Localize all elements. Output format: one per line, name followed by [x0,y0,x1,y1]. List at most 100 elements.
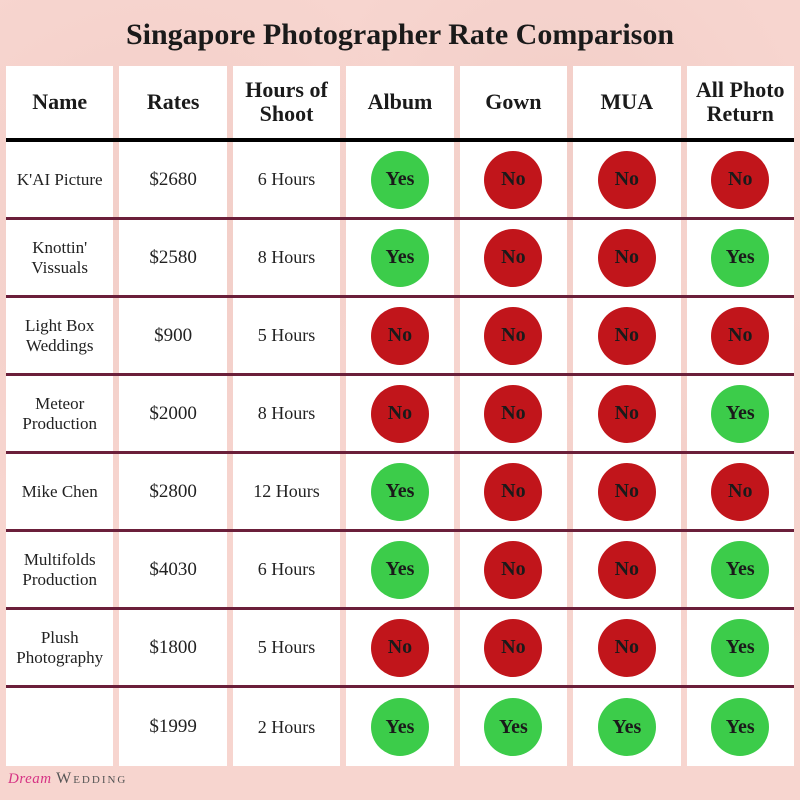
return-cell: Yes [687,532,794,607]
vendor-hours: 5 Hours [233,298,340,373]
return-cell: Yes [687,610,794,685]
vendor-rate: $1800 [119,610,226,685]
col-header-rates: Rates [119,66,226,138]
yes-badge: Yes [711,229,769,287]
album-cell: Yes [346,220,453,295]
logo-script: Dream [8,771,52,787]
gown-cell: No [460,454,567,529]
yes-badge: Yes [711,541,769,599]
vendor-name: Meteor Production [6,376,113,451]
col-header-album: Album [346,66,453,138]
vendor-hours: 8 Hours [233,220,340,295]
no-badge: No [371,307,429,365]
no-badge: No [598,307,656,365]
album-cell: Yes [346,688,453,766]
mua-cell: No [573,610,680,685]
brand-logo: Dream Wedding [8,770,127,788]
page-title: Singapore Photographer Rate Comparison [0,0,800,66]
table-row: $19992 Hours Yes Yes Yes Yes [6,688,794,766]
gown-cell: No [460,220,567,295]
no-badge: No [371,619,429,677]
return-cell: Yes [687,220,794,295]
infographic-container: Singapore Photographer Rate Comparison N… [0,0,800,800]
mua-cell: No [573,454,680,529]
yes-badge: Yes [371,541,429,599]
no-badge: No [484,619,542,677]
vendor-rate: $2680 [119,142,226,217]
return-cell: Yes [687,376,794,451]
mua-cell: No [573,142,680,217]
vendor-rate: $4030 [119,532,226,607]
table-row: Light Box Weddings$9005 Hours No No No No [6,298,794,376]
album-cell: Yes [346,454,453,529]
gown-cell: Yes [460,688,567,766]
table-row: K'AI Picture$26806 Hours Yes No No No [6,142,794,220]
return-cell: No [687,142,794,217]
gown-cell: No [460,298,567,373]
no-badge: No [711,307,769,365]
yes-badge: Yes [371,698,429,756]
no-badge: No [484,463,542,521]
vendor-name: Multifolds Production [6,532,113,607]
vendor-hours: 6 Hours [233,142,340,217]
vendor-hours: 5 Hours [233,610,340,685]
yes-badge: Yes [711,698,769,756]
album-cell: No [346,376,453,451]
no-badge: No [484,229,542,287]
col-header-hours: Hours of Shoot [233,66,340,138]
table-row: Multifolds Production$40306 Hours Yes No No… [6,532,794,610]
table-header-row: Name Rates Hours of Shoot Album Gown MUA… [6,66,794,142]
table-row: Meteor Production$20008 Hours No No No Yes [6,376,794,454]
table-row: Mike Chen$280012 HoursYesNoNoNo [6,454,794,532]
return-cell: No [687,298,794,373]
no-badge: No [484,151,542,209]
gown-cell: No [460,142,567,217]
vendor-rate: $1999 [119,688,226,766]
yes-badge: Yes [598,698,656,756]
mua-cell: Yes [573,688,680,766]
mua-cell: No [573,220,680,295]
no-badge: No [484,307,542,365]
return-cell: Yes [687,688,794,766]
no-badge: No [484,385,542,443]
vendor-name: Mike Chen [6,454,113,529]
no-badge: No [711,151,769,209]
return-cell: No [687,454,794,529]
mua-cell: No [573,376,680,451]
vendor-name: K'AI Picture [6,142,113,217]
yes-badge: Yes [484,698,542,756]
comparison-table: Name Rates Hours of Shoot Album Gown MUA… [0,66,800,800]
album-cell: Yes [346,532,453,607]
gown-cell: No [460,610,567,685]
yes-badge: Yes [371,463,429,521]
vendor-hours: 12 Hours [233,454,340,529]
col-header-mua: MUA [573,66,680,138]
vendor-name: Plush Photography [6,610,113,685]
vendor-name [6,688,113,766]
vendor-rate: $2580 [119,220,226,295]
no-badge: No [711,463,769,521]
vendor-hours: 2 Hours [233,688,340,766]
no-badge: No [371,385,429,443]
yes-badge: Yes [711,619,769,677]
table-row: Knottin' Vissuals$25808 HoursYesNoNoYes [6,220,794,298]
gown-cell: No [460,376,567,451]
no-badge: No [598,385,656,443]
vendor-hours: 6 Hours [233,532,340,607]
yes-badge: Yes [371,151,429,209]
vendor-hours: 8 Hours [233,376,340,451]
gown-cell: No [460,532,567,607]
album-cell: No [346,298,453,373]
no-badge: No [598,151,656,209]
vendor-rate: $900 [119,298,226,373]
no-badge: No [598,619,656,677]
vendor-rate: $2000 [119,376,226,451]
no-badge: No [598,463,656,521]
col-header-gown: Gown [460,66,567,138]
mua-cell: No [573,532,680,607]
no-badge: No [598,541,656,599]
vendor-name: Light Box Weddings [6,298,113,373]
mua-cell: No [573,298,680,373]
yes-badge: Yes [711,385,769,443]
yes-badge: Yes [371,229,429,287]
